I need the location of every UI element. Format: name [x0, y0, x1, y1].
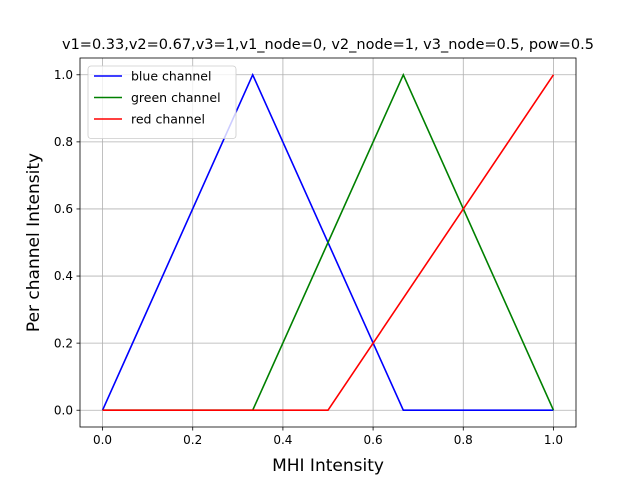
x-tick-label: 0.2	[183, 433, 202, 447]
x-tick-label: 0.6	[364, 433, 383, 447]
y-tick-label: 0.0	[54, 403, 73, 417]
y-axis-label: Per channel Intensity	[24, 153, 44, 332]
legend-frame	[87, 65, 237, 139]
y-tick-label: 1.0	[54, 68, 73, 82]
x-tick-label: 0.4	[273, 433, 292, 447]
y-tick-label: 0.6	[54, 202, 73, 216]
x-tick-label: 1.0	[544, 433, 563, 447]
legend-label-red-channel: red channel	[131, 112, 205, 127]
x-tick-label: 0.0	[93, 433, 112, 447]
legend-label-blue-channel: blue channel	[131, 69, 211, 84]
x-tick-label: 0.8	[454, 433, 473, 447]
legend-label-green-channel: green channel	[131, 90, 221, 105]
red-channel-line	[102, 74, 555, 412]
legend: blue channel green channel red channel	[87, 65, 237, 139]
y-tick-label: 0.4	[54, 269, 73, 283]
y-tick-label: 0.8	[54, 135, 73, 149]
series-lines	[101, 72, 555, 412]
chart-title: v1=0.33,v2=0.67,v3=1,v1_node=0, v2_node=…	[62, 37, 594, 53]
plot-frame	[79, 57, 577, 428]
x-axis-label: MHI Intensity	[272, 456, 384, 476]
y-tick-label: 0.2	[54, 336, 73, 350]
axis-ticks: 0.0 0.2 0.4 0.6 0.8 1.0 0.0 0.2 0.4 0.6 0.8 1.0	[54, 68, 563, 447]
